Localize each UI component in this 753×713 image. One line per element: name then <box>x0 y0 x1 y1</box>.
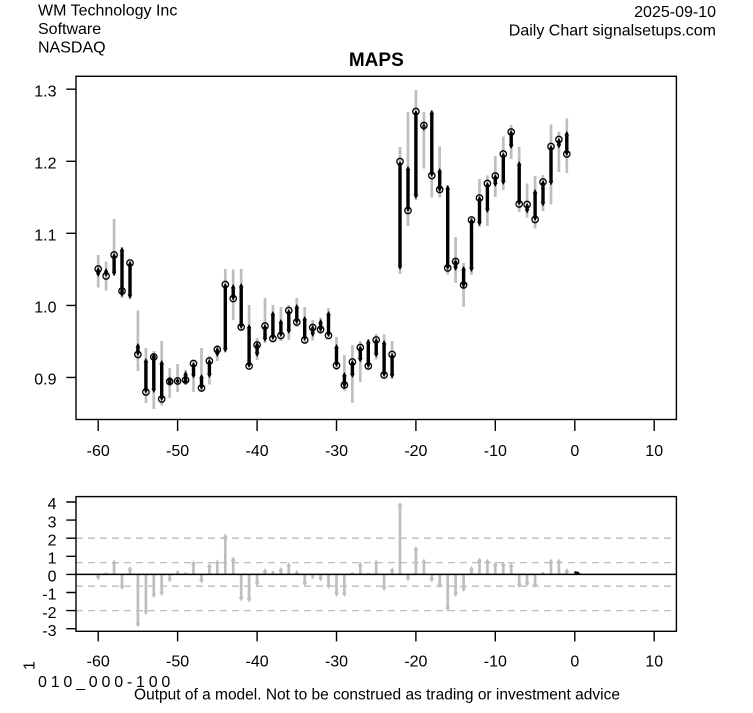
svg-text:-30: -30 <box>325 653 348 670</box>
svg-text:1.2: 1.2 <box>34 156 56 173</box>
svg-text:-10: -10 <box>484 653 507 670</box>
svg-text:1.1: 1.1 <box>34 228 56 245</box>
svg-text:2: 2 <box>48 532 57 549</box>
svg-text:-60: -60 <box>87 653 110 670</box>
svg-text:3: 3 <box>48 514 57 531</box>
svg-text:-3: -3 <box>42 623 56 640</box>
svg-text:-20: -20 <box>404 653 427 670</box>
svg-text:-1: -1 <box>42 587 56 604</box>
svg-text:10: 10 <box>645 653 663 670</box>
svg-text:-50: -50 <box>166 443 189 460</box>
svg-text:Output of a model. Not to be c: Output of a model. Not to be construed a… <box>134 687 620 704</box>
svg-text:1.3: 1.3 <box>34 83 56 100</box>
svg-text:2025-09-10: 2025-09-10 <box>634 4 716 21</box>
svg-text:MAPS: MAPS <box>349 50 404 71</box>
svg-text:0: 0 <box>570 443 579 460</box>
svg-text:1: 1 <box>22 661 39 670</box>
svg-text:10: 10 <box>645 443 663 460</box>
svg-text:-50: -50 <box>166 653 189 670</box>
svg-text:-10: -10 <box>484 443 507 460</box>
svg-text:WM Technology Inc: WM Technology Inc <box>38 3 177 20</box>
svg-text:Software: Software <box>38 21 101 38</box>
svg-text:1.0: 1.0 <box>34 300 56 317</box>
svg-text:0.9: 0.9 <box>34 372 56 389</box>
svg-text:Daily Chart signalsetups.com: Daily Chart signalsetups.com <box>509 23 716 40</box>
svg-text:-30: -30 <box>325 443 348 460</box>
svg-text:0: 0 <box>570 653 579 670</box>
svg-text:-40: -40 <box>246 653 269 670</box>
svg-text:-20: -20 <box>404 443 427 460</box>
svg-text:NASDAQ: NASDAQ <box>38 40 106 57</box>
svg-text:010_000-100: 010_000-100 <box>38 674 174 691</box>
svg-text:4: 4 <box>48 496 57 513</box>
svg-text:-40: -40 <box>246 443 269 460</box>
svg-text:-2: -2 <box>42 605 56 622</box>
svg-text:-60: -60 <box>87 443 110 460</box>
svg-text:0: 0 <box>48 569 57 586</box>
svg-text:1: 1 <box>48 551 57 568</box>
